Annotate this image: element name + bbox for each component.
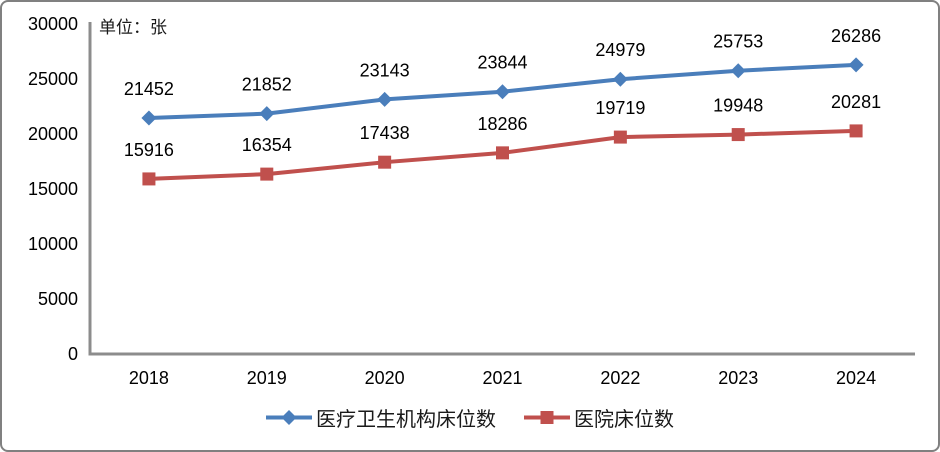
y-tick-label: 20000 bbox=[28, 124, 78, 144]
data-point-square bbox=[378, 155, 392, 169]
data-point-square bbox=[613, 130, 627, 144]
x-tick-label: 2019 bbox=[247, 368, 287, 388]
chart-legend: 医疗卫生机构床位数 医院床位数 bbox=[2, 403, 938, 432]
y-tick-label: 5000 bbox=[38, 289, 78, 309]
data-label: 20281 bbox=[831, 92, 881, 112]
data-point-square bbox=[731, 128, 745, 142]
data-point-square bbox=[142, 172, 156, 186]
y-tick-label: 25000 bbox=[28, 69, 78, 89]
data-point-square bbox=[260, 167, 274, 181]
x-tick-label: 2018 bbox=[129, 368, 169, 388]
data-label: 16354 bbox=[242, 135, 292, 155]
data-point-diamond bbox=[377, 91, 393, 107]
legend-label-institution-beds: 医疗卫生机构床位数 bbox=[316, 409, 496, 431]
data-label: 26286 bbox=[831, 26, 881, 46]
legend-item-hospital-beds: 医院床位数 bbox=[524, 403, 674, 432]
data-label: 23143 bbox=[360, 60, 410, 80]
data-label: 18286 bbox=[477, 114, 527, 134]
legend-item-institution-beds: 医疗卫生机构床位数 bbox=[266, 403, 496, 432]
data-point-square bbox=[496, 146, 509, 160]
data-label: 19948 bbox=[713, 96, 763, 116]
data-label: 21452 bbox=[124, 79, 174, 99]
data-point-diamond bbox=[259, 106, 275, 122]
data-label: 25753 bbox=[713, 32, 763, 52]
x-tick-label: 2020 bbox=[365, 368, 405, 388]
data-label: 24979 bbox=[595, 40, 645, 60]
legend-label-hospital-beds: 医院床位数 bbox=[574, 409, 674, 431]
y-tick-label: 30000 bbox=[28, 14, 78, 34]
unit-label: 单位：张 bbox=[99, 18, 167, 37]
data-point-diamond bbox=[730, 63, 746, 79]
data-label: 15916 bbox=[124, 140, 174, 160]
y-tick-label: 0 bbox=[68, 344, 78, 364]
y-tick-label: 10000 bbox=[28, 234, 78, 254]
data-label: 19719 bbox=[595, 98, 645, 118]
x-tick-label: 2023 bbox=[718, 368, 758, 388]
legend-line-square-icon bbox=[524, 411, 570, 424]
legend-line-diamond-icon bbox=[266, 410, 312, 425]
x-tick-label: 2021 bbox=[482, 368, 522, 388]
data-point-diamond bbox=[141, 110, 157, 126]
data-label: 23844 bbox=[477, 53, 527, 73]
data-label: 17438 bbox=[360, 123, 410, 143]
data-point-diamond bbox=[612, 71, 628, 87]
data-point-diamond bbox=[848, 57, 864, 73]
y-tick-label: 15000 bbox=[28, 179, 78, 199]
line-chart-plot: 0 5000 10000 15000 20000 25000 30000 2018 2019 20… bbox=[28, 14, 915, 388]
data-label: 21852 bbox=[242, 75, 292, 95]
data-point-diamond bbox=[495, 84, 510, 100]
x-tick-label: 2024 bbox=[836, 368, 876, 388]
x-tick-label: 2022 bbox=[600, 368, 640, 388]
data-point-square bbox=[849, 124, 863, 138]
